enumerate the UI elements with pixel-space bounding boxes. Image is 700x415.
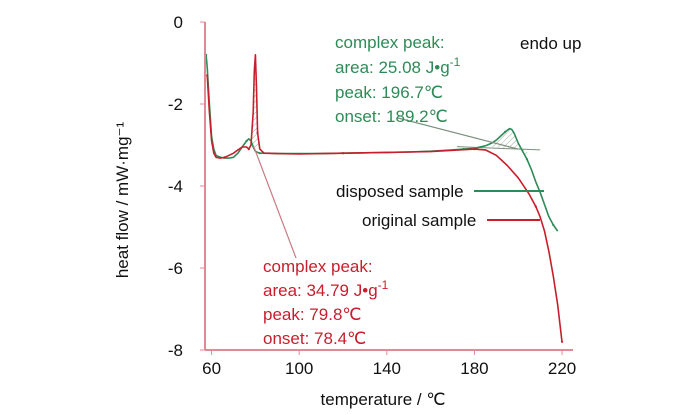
data-point (258, 152, 261, 155)
baseline-disposed (456, 146, 541, 151)
legend-label-disposed: disposed sample (336, 182, 464, 201)
pointer-original (252, 144, 297, 259)
legend-label-original: original sample (362, 211, 476, 230)
x-tick-label: 140 (373, 359, 401, 378)
peak-area-original (251, 54, 260, 150)
y-tick-label: -2 (168, 95, 183, 114)
annotation-line: complex peak: (335, 33, 445, 52)
annotation-line: peak: 79.8℃ (263, 305, 362, 324)
annotation-line: area: 34.79 J•g-1 (263, 278, 389, 300)
legend: disposed sample original sample (336, 182, 544, 230)
data-point (560, 340, 564, 343)
annotation-line: area: 25.08 J•g-1 (335, 55, 461, 77)
peak-area-disposed (487, 128, 527, 160)
annotation-pointers (252, 117, 519, 259)
x-axis-label: temperature / ℃ (321, 390, 446, 409)
x-tick-label: 220 (548, 359, 576, 378)
data-point (206, 74, 209, 77)
endo-up-label: endo up (520, 34, 581, 53)
data-point (256, 131, 259, 134)
peak-hatch-areas (251, 54, 541, 160)
x-tick-label: 180 (460, 359, 488, 378)
disposed-peak-annotation: complex peak: area: 25.08 J•g-1 peak: 19… (335, 33, 461, 126)
tick-labels: 60 100 140 180 220 0 -2 -4 -6 -8 (168, 13, 576, 378)
data-point (534, 205, 537, 208)
y-tick-label: -8 (168, 341, 183, 360)
data-point (223, 156, 226, 159)
annotation-line: complex peak: (263, 257, 373, 276)
data-point (245, 139, 248, 142)
pointer-disposed (397, 117, 519, 150)
data-series (204, 53, 564, 343)
data-point (247, 148, 250, 151)
data-point (503, 130, 507, 133)
annotation-line: peak: 196.7℃ (335, 83, 443, 102)
y-tick-label: 0 (174, 13, 183, 32)
series-line-original (206, 53, 563, 342)
y-axis-label: heat flow / mW·mg⁻¹ (113, 122, 132, 279)
data-point (341, 152, 345, 155)
y-tick-label: -6 (168, 259, 183, 278)
axes (200, 21, 573, 355)
x-tick-label: 100 (285, 359, 313, 378)
data-point (552, 223, 555, 227)
x-tick-label: 60 (202, 359, 221, 378)
data-point (473, 148, 476, 151)
data-point (525, 158, 529, 161)
annotation-line: onset: 189.2℃ (335, 107, 448, 126)
y-tick-label: -4 (168, 177, 183, 196)
original-peak-annotation: complex peak: area: 34.79 J•g-1 peak: 79… (263, 257, 389, 348)
annotation-line: onset: 78.4℃ (263, 329, 366, 348)
